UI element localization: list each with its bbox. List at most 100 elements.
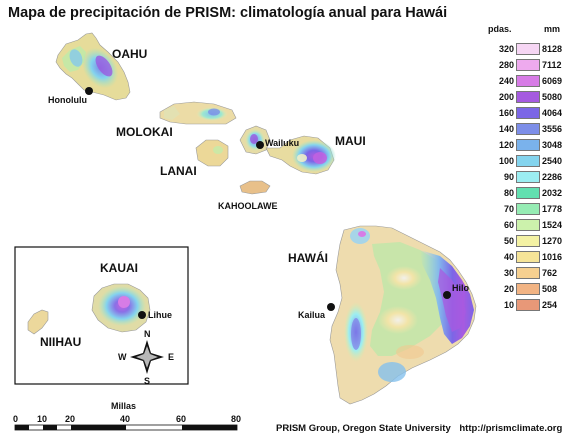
legend-row: 280 7112: [484, 57, 580, 73]
legend-swatch: [516, 91, 540, 103]
legend-inches: 50: [503, 236, 514, 246]
legend-swatch: [516, 59, 540, 71]
legend-mm: 508: [542, 284, 558, 294]
city-label: Hilo: [452, 283, 470, 293]
legend-swatch: [516, 107, 540, 119]
legend-row: 70 1778: [484, 201, 580, 217]
legend-mm: 762: [542, 268, 558, 278]
legend-mm: 3556: [542, 124, 563, 134]
legend-row: 40 1016: [484, 249, 580, 265]
scale-bar: Millas 0 10 20 40 60 80: [13, 401, 241, 431]
city-honolulu[interactable]: Honolulu: [48, 87, 93, 105]
city-label: Lihue: [148, 310, 172, 320]
legend-mm: 6069: [542, 76, 563, 86]
label-maui: MAUI: [335, 134, 366, 148]
legend-mm: 2286: [542, 172, 563, 182]
scale-tick: 80: [231, 414, 241, 424]
city-label: Honolulu: [48, 95, 87, 105]
compass-n-label: N: [144, 329, 151, 339]
city-dot: [443, 291, 451, 299]
legend-mm: 1270: [542, 236, 563, 246]
island-maui[interactable]: [239, 125, 336, 175]
legend-inches: 100: [498, 156, 514, 166]
compass-w-label: W: [118, 352, 127, 362]
legend-inches: 160: [498, 108, 514, 118]
legend-row: 160 4064: [484, 105, 580, 121]
legend-row: 10 254: [484, 297, 580, 313]
city-dot: [138, 311, 146, 319]
legend-swatch: [516, 251, 540, 263]
legend-swatch: [516, 43, 540, 55]
city-wailuku[interactable]: Wailuku: [256, 138, 299, 149]
legend-inches: 120: [498, 140, 514, 150]
credit-url[interactable]: http://prismclimate.org: [459, 423, 563, 434]
legend-inches: 90: [503, 172, 514, 182]
legend-inches: 30: [503, 268, 514, 278]
legend-inches: 200: [498, 92, 514, 102]
label-lanai: LANAI: [160, 164, 197, 178]
island-hawaii[interactable]: [329, 225, 477, 405]
legend-mm: 1016: [542, 252, 563, 262]
legend-inches: 60: [503, 220, 514, 230]
legend-row: 30 762: [484, 265, 580, 281]
legend-mm-header: mm: [544, 24, 561, 34]
legend-inches: 280: [498, 60, 514, 70]
label-kauai: KAUAI: [100, 261, 138, 275]
legend-swatch: [516, 171, 540, 183]
island-kauai[interactable]: [91, 283, 151, 333]
legend-row: 80 2032: [484, 185, 580, 201]
legend-mm: 7112: [542, 60, 562, 70]
legend-swatch: [516, 203, 540, 215]
legend-row: 50 1270: [484, 233, 580, 249]
island-lanai[interactable]: [195, 139, 229, 167]
legend-inches: 40: [503, 252, 514, 262]
scale-tick: 60: [176, 414, 186, 424]
legend-swatch: [516, 139, 540, 151]
label-hawaii: HAWÁI: [288, 250, 328, 265]
kauai-inset-frame: [14, 246, 189, 385]
legend-swatch: [516, 155, 540, 167]
legend-mm: 5080: [542, 92, 563, 102]
legend-swatch: [516, 235, 540, 247]
legend-mm: 1524: [542, 220, 563, 230]
legend-mm: 4064: [542, 108, 563, 118]
map-title: Mapa de precipitación de PRISM: climatol…: [8, 5, 448, 21]
compass-e-label: E: [168, 352, 174, 362]
city-hilo[interactable]: Hilo: [443, 283, 470, 299]
label-niihau: NIIHAU: [40, 335, 81, 349]
legend-swatch: [516, 283, 540, 295]
legend-mm: 2540: [542, 156, 563, 166]
island-oahu[interactable]: [55, 32, 131, 101]
legend-mm: 8128: [542, 44, 563, 54]
legend-mm: 1778: [542, 204, 563, 214]
legend-inches: 10: [503, 300, 514, 310]
legend-swatch: [516, 219, 540, 231]
island-niihau[interactable]: [27, 309, 49, 335]
legend-mm: 2032: [542, 188, 563, 198]
legend-inch-header: pdas.: [488, 24, 512, 34]
city-kailua[interactable]: Kailua: [298, 303, 335, 320]
legend-swatch: [516, 267, 540, 279]
scale-tick: 20: [65, 414, 75, 424]
legend-row: 200 5080: [484, 89, 580, 105]
label-kahoolawe: KAHOOLAWE: [218, 201, 278, 211]
legend-swatch: [516, 299, 540, 311]
credit-org: PRISM Group, Oregon State University: [276, 423, 451, 434]
scale-tick: 0: [13, 414, 18, 424]
scale-tick: 40: [120, 414, 130, 424]
scale-title: Millas: [111, 401, 136, 411]
credit-line: PRISM Group, Oregon State University htt…: [276, 423, 568, 434]
legend-inches: 140: [498, 124, 514, 134]
legend-row: 100 2540: [484, 153, 580, 169]
island-kahoolawe[interactable]: [239, 180, 271, 195]
legend-mm: 254: [542, 300, 558, 310]
island-molokai[interactable]: [159, 101, 237, 125]
legend-row: 240 6069: [484, 73, 580, 89]
label-oahu: OAHU: [112, 47, 147, 61]
city-lihue[interactable]: Lihue: [138, 310, 172, 320]
legend-mm: 3048: [542, 140, 563, 150]
legend-row: 320 8128: [484, 41, 580, 57]
city-label: Kailua: [298, 310, 326, 320]
legend-swatch: [516, 123, 540, 135]
